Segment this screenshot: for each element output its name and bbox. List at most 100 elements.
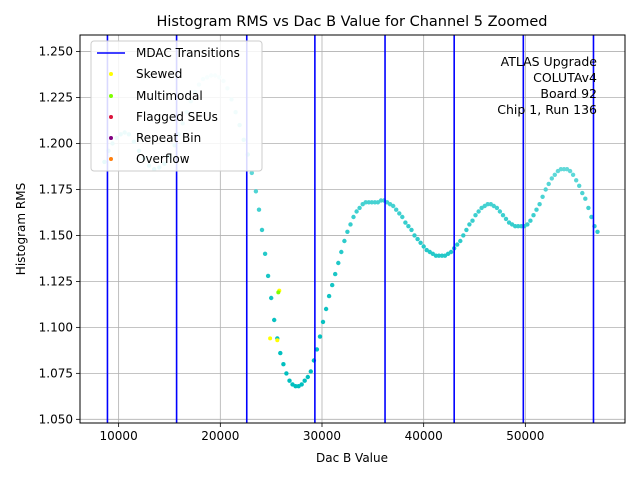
legend-label: Overflow [136, 152, 190, 166]
data-point [586, 205, 591, 211]
data-point [436, 253, 442, 258]
data-point [323, 306, 329, 312]
data-point [415, 236, 420, 242]
data-point [448, 249, 454, 255]
legend-marker [109, 115, 113, 119]
y-tick-label: 1.125 [39, 274, 73, 288]
flagged-point [268, 336, 273, 341]
data-point [583, 196, 588, 201]
run-annotation: ATLAS Upgrade COLUTAv4 Board 92 Chip 1, … [497, 54, 597, 117]
annotation-line: ATLAS Upgrade [501, 54, 598, 69]
data-point [497, 209, 503, 214]
data-point [320, 319, 326, 325]
data-point [467, 222, 472, 227]
x-tick-label: 10000 [100, 429, 138, 443]
data-point [528, 218, 533, 223]
annotation-line: COLUTAv4 [533, 70, 597, 85]
data-point [397, 211, 402, 216]
data-point [302, 378, 307, 383]
legend: MDAC Transitions Skewed Multimodal Flagg… [90, 40, 263, 172]
data-point [589, 214, 594, 220]
data-point [500, 213, 506, 218]
data-point [339, 249, 344, 255]
data-point [287, 378, 292, 383]
data-point [278, 350, 283, 356]
data-point [269, 295, 274, 301]
data-point [516, 224, 521, 229]
x-tick-label: 40000 [405, 429, 443, 443]
legend-marker [109, 94, 113, 98]
flagged-point [275, 338, 280, 343]
x-tick-label: 20000 [201, 429, 239, 443]
data-point [357, 205, 362, 211]
y-tick-label: 1.150 [39, 228, 73, 242]
data-point [272, 317, 277, 323]
y-tick-label: 1.250 [39, 45, 73, 59]
annotation-line: Chip 1, Run 136 [497, 102, 597, 117]
x-axis-title: Dac B Value [316, 451, 388, 465]
data-point [305, 374, 310, 380]
data-point [284, 371, 289, 376]
data-point [540, 194, 545, 199]
data-point [394, 207, 399, 212]
data-point [580, 190, 585, 196]
flagged-point [276, 290, 281, 295]
data-point [421, 244, 426, 249]
legend-marker [109, 72, 113, 76]
data-point [262, 251, 268, 256]
data-point [458, 238, 463, 244]
data-point [299, 382, 304, 387]
y-axis-title: Histogram RMS [14, 183, 28, 275]
x-axis-ticks: 10000 20000 30000 40000 50000 [100, 423, 544, 443]
data-point [567, 168, 573, 174]
legend-label: MDAC Transitions [136, 46, 240, 60]
data-point [464, 227, 469, 233]
annotation-line: Board 92 [540, 86, 597, 101]
legend-marker [109, 157, 113, 161]
data-point [363, 200, 368, 205]
data-point [574, 178, 579, 183]
data-point [317, 334, 323, 339]
data-point [503, 216, 509, 222]
legend-marker [109, 136, 113, 140]
data-point [494, 205, 500, 211]
data-point [369, 200, 374, 205]
data-point [330, 282, 335, 288]
data-point [400, 214, 405, 220]
data-point [412, 233, 417, 238]
data-point [348, 222, 353, 227]
data-point [326, 293, 332, 299]
data-point [391, 203, 396, 209]
data-point [351, 214, 356, 220]
data-point [470, 218, 475, 223]
data-point [409, 227, 414, 233]
y-tick-label: 1.175 [39, 182, 73, 196]
data-point [570, 172, 576, 177]
data-point [577, 183, 582, 188]
data-point [525, 222, 530, 227]
data-point [595, 229, 600, 234]
data-point [336, 260, 341, 266]
data-point [308, 369, 313, 374]
plot-frame [79, 34, 626, 424]
data-point [543, 187, 548, 192]
data-point [558, 167, 564, 172]
y-tick-label: 1.100 [39, 320, 73, 334]
data-point [265, 273, 271, 279]
data-point [534, 207, 539, 212]
y-tick-label: 1.200 [39, 136, 73, 150]
y-tick-label: 1.050 [39, 412, 73, 426]
legend-label: Flagged SEUs [136, 110, 218, 124]
legend-label: Multimodal [136, 89, 203, 103]
legend-label: Skewed [136, 67, 182, 81]
data-point [418, 240, 423, 245]
data-point [354, 209, 359, 214]
chart-title: Histogram RMS vs Dac B Value for Channel… [156, 14, 547, 30]
y-axis-ticks: 1.050 1.075 1.100 1.125 1.150 1.175 1.200 1.225… [39, 45, 80, 426]
data-point [253, 189, 259, 194]
y-tick-label: 1.225 [39, 91, 73, 105]
data-point [531, 213, 536, 218]
data-point [552, 172, 557, 177]
